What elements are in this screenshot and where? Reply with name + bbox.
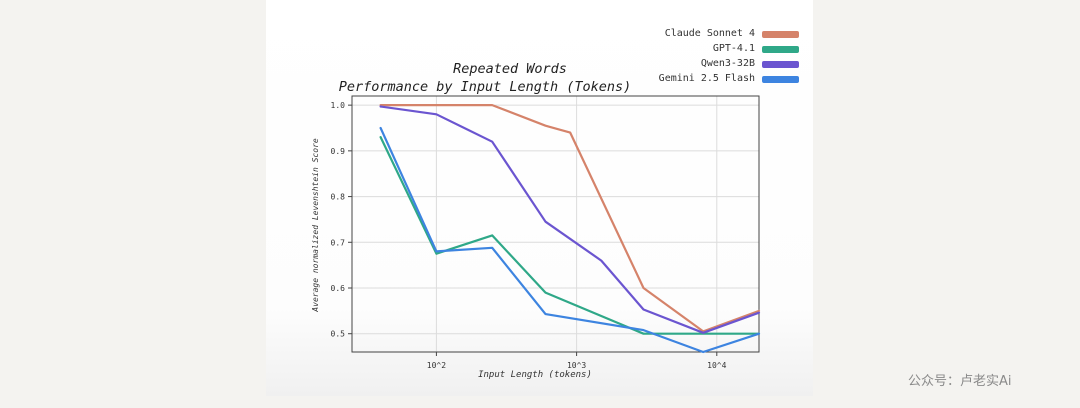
legend-swatch bbox=[762, 31, 799, 38]
chart-legend: Claude Sonnet 4 GPT-4.1 Qwen3-32B Gemini… bbox=[640, 28, 805, 88]
series-line-gemini-2-5-flash bbox=[379, 126, 761, 354]
y-tick-label: 0.5 bbox=[331, 330, 346, 339]
y-tick-label: 0.7 bbox=[331, 238, 346, 247]
series-lines bbox=[379, 103, 761, 354]
legend-label: GPT-4.1 bbox=[712, 43, 755, 54]
x-axis-label: Input Length (tokens) bbox=[478, 370, 592, 380]
y-axis-label: Average normalized Levenshtein Score bbox=[311, 138, 320, 313]
chart-panel bbox=[266, 0, 813, 396]
legend-label: Qwen3-32B bbox=[700, 58, 755, 69]
legend-item-claude-sonnet-4: Claude Sonnet 4 bbox=[640, 28, 805, 43]
watermark: 公众号：卢老实Ai bbox=[908, 374, 1012, 389]
y-tick-label: 0.9 bbox=[331, 147, 346, 156]
grid-lines bbox=[352, 96, 759, 352]
series-line-qwen3-32b bbox=[379, 105, 761, 334]
x-tick-label: 10^2 bbox=[427, 361, 446, 370]
legend-label: Claude Sonnet 4 bbox=[664, 28, 755, 39]
legend-label: Gemini 2.5 Flash bbox=[658, 73, 755, 84]
series-line-gpt-4-1 bbox=[379, 136, 761, 335]
chart-subtitle: Performance by Input Length (Tokens) bbox=[338, 79, 632, 95]
series-line-claude-sonnet-4 bbox=[379, 103, 761, 333]
legend-swatch bbox=[762, 76, 799, 83]
legend-swatch bbox=[762, 61, 799, 68]
legend-item-qwen3-32b: Qwen3-32B bbox=[640, 58, 805, 73]
x-tick-label: 10^4 bbox=[707, 361, 726, 370]
axis-ticks: 10^2 10^3 10^4 0.5 0.6 0.7 0.8 0.9 1.0 bbox=[331, 101, 727, 370]
plot-area bbox=[351, 95, 760, 353]
legend-item-gpt-4-1: GPT-4.1 bbox=[640, 43, 805, 58]
x-tick-label: 10^3 bbox=[567, 361, 586, 370]
y-tick-label: 1.0 bbox=[331, 101, 346, 110]
legend-item-gemini-2-5-flash: Gemini 2.5 Flash bbox=[640, 73, 805, 88]
y-tick-label: 0.8 bbox=[331, 193, 346, 202]
chart-title: Repeated Words bbox=[453, 61, 567, 77]
legend-swatch bbox=[762, 46, 799, 53]
y-tick-label: 0.6 bbox=[331, 284, 346, 293]
